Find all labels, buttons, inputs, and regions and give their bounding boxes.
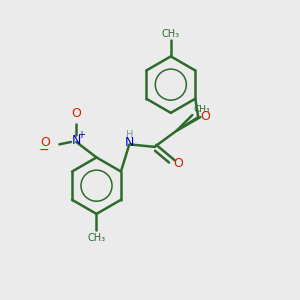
Text: N: N [72, 134, 81, 147]
Text: CH₃: CH₃ [194, 105, 210, 114]
Text: O: O [71, 107, 81, 120]
Text: −: − [38, 144, 49, 158]
Text: O: O [40, 136, 50, 149]
Text: +: + [77, 130, 85, 140]
Text: CH₃: CH₃ [87, 232, 106, 243]
Text: O: O [200, 110, 210, 123]
Text: O: O [173, 157, 183, 170]
Text: CH₃: CH₃ [162, 28, 180, 38]
Text: N: N [124, 136, 134, 148]
Text: H: H [126, 130, 133, 140]
